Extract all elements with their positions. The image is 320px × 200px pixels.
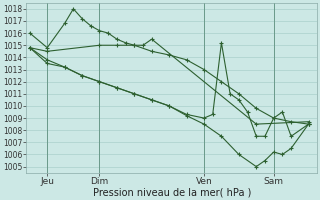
X-axis label: Pression niveau de la mer( hPa ): Pression niveau de la mer( hPa ): [92, 187, 251, 197]
